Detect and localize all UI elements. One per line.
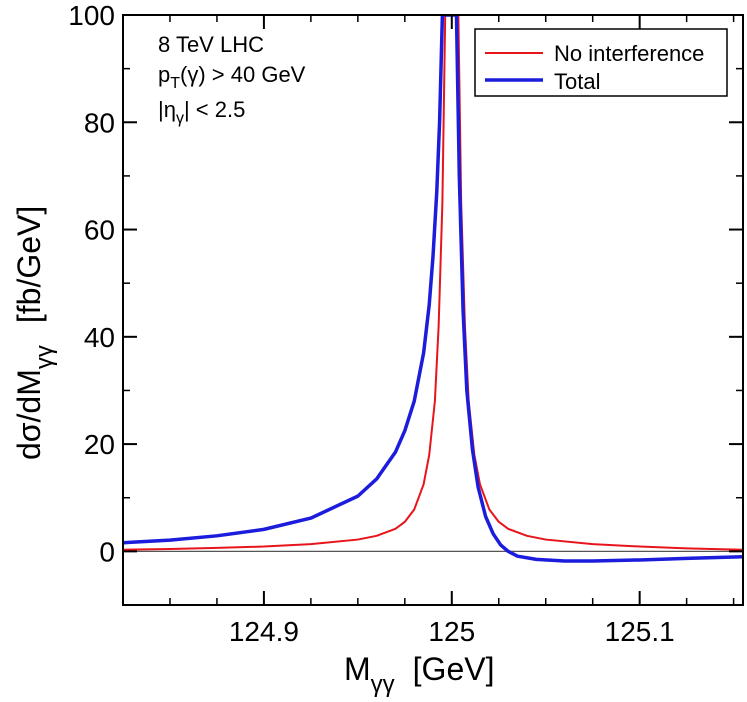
legend-label-no-interference: No interference [554,41,704,66]
legend: No interference Total [474,28,728,97]
x-tick-label: 125.1 [605,616,675,647]
y-tick-label: 20 [84,429,115,460]
annotation-energy: 8 TeV LHC [158,32,264,57]
x-axis-title: Mγγ [GeV] [344,651,494,698]
annotation-pt-cut: pT(γ) > 40 GeV [158,62,306,92]
y-tick-label: 40 [84,322,115,353]
legend-box [474,28,728,97]
series-layer [123,15,743,563]
ticks-layer: 0 20 40 60 80 100 124.9 125 125.1 [68,0,743,647]
y-tick-label: 100 [68,0,115,31]
legend-label-total: Total [554,69,600,94]
plot-frame [122,14,744,606]
y-axis-title: dσ/dMγγ[fb/GeV] [11,206,58,460]
y-tick-label: 60 [84,215,115,246]
series-line-total [123,15,743,563]
y-tick-label: 80 [84,107,115,138]
y-tick-label: 0 [99,536,115,567]
annotation-eta-cut: |ηγ| < 2.5 [158,97,245,127]
series-line-no-interference [123,15,743,551]
x-tick-label: 125 [428,616,475,647]
annotation-block: 8 TeV LHC pT(γ) > 40 GeV |ηγ| < 2.5 [158,32,306,127]
x-tick-label: 124.9 [229,616,299,647]
